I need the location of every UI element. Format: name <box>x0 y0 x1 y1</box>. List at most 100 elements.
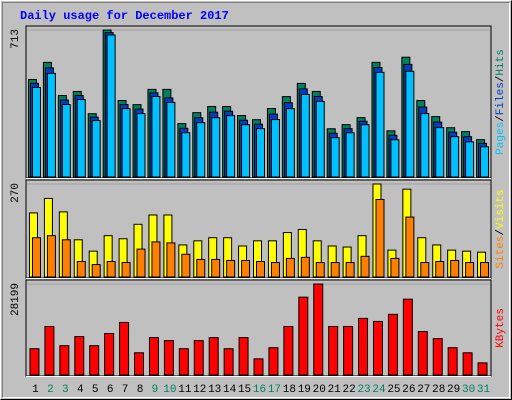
bar <box>226 115 236 178</box>
bar <box>420 113 430 178</box>
bar <box>196 122 206 178</box>
x-tick-label: 28 <box>432 384 445 396</box>
bar <box>300 93 310 178</box>
bar <box>211 117 221 178</box>
x-tick-label: 16 <box>253 384 266 396</box>
bar <box>402 298 413 376</box>
bar <box>328 325 339 376</box>
x-tick-label: 31 <box>477 384 491 396</box>
bar <box>465 141 475 178</box>
x-tick-label: 17 <box>268 384 281 396</box>
x-tick-label: 26 <box>402 384 415 396</box>
bar <box>285 257 295 278</box>
bar <box>151 95 161 178</box>
bar <box>270 119 280 178</box>
x-tick-label: 25 <box>387 384 400 396</box>
bar <box>345 262 355 278</box>
bar <box>106 34 116 178</box>
bar <box>61 239 71 278</box>
bar <box>46 72 56 178</box>
bar <box>285 108 295 178</box>
bar <box>315 100 325 178</box>
x-tick-label: 3 <box>62 384 69 396</box>
x-tick-label: 8 <box>137 384 144 396</box>
bar <box>166 101 176 178</box>
legend: Pages/Files/Hits <box>495 49 507 155</box>
bar <box>270 262 280 278</box>
bar <box>74 336 85 376</box>
x-tick-label: 23 <box>357 384 370 396</box>
bar <box>31 237 41 278</box>
legend-entry: Visits <box>495 189 507 229</box>
x-tick-label: 15 <box>238 384 251 396</box>
legend-separator: / <box>495 229 507 236</box>
bar <box>360 124 370 178</box>
y-tick-label: 28199 <box>10 283 22 316</box>
bar <box>375 71 385 178</box>
bar <box>196 258 206 278</box>
bar <box>387 313 398 376</box>
x-tick-label: 11 <box>178 384 192 396</box>
bar <box>44 325 55 376</box>
legend-separator: / <box>495 115 507 122</box>
bar <box>208 337 219 376</box>
bar <box>360 255 370 278</box>
bar <box>315 262 325 278</box>
bar <box>417 331 428 376</box>
bar <box>119 321 130 376</box>
x-tick-label: 27 <box>417 384 430 396</box>
x-tick-label: 4 <box>77 384 84 396</box>
bar <box>283 325 294 376</box>
bar <box>148 337 159 376</box>
bar <box>151 241 161 278</box>
x-tick-label: 9 <box>152 384 159 396</box>
legend-entry: Pages <box>495 122 507 155</box>
bar <box>211 258 221 278</box>
bar <box>435 127 445 178</box>
bar <box>313 283 324 376</box>
bar <box>121 108 131 178</box>
bar <box>76 99 86 178</box>
bar <box>104 333 115 376</box>
bar <box>181 132 191 178</box>
bar <box>106 261 116 278</box>
bar <box>91 120 101 178</box>
x-tick-label: 30 <box>462 384 475 396</box>
bar <box>241 259 251 278</box>
x-tick-label: 22 <box>343 384 356 396</box>
x-tick-label: 29 <box>447 384 460 396</box>
bar <box>390 257 400 278</box>
x-tick-label: 2 <box>47 384 54 396</box>
bar <box>178 348 189 376</box>
bar <box>477 362 488 376</box>
bar <box>166 242 176 278</box>
bar <box>76 261 86 278</box>
bar <box>480 146 490 178</box>
bar <box>91 264 101 278</box>
x-tick-label: 1 <box>32 384 39 396</box>
legend-entry: Hits <box>495 49 507 75</box>
bar <box>268 347 279 376</box>
y-tick-label: 270 <box>10 183 22 203</box>
bar <box>163 340 174 376</box>
bar <box>256 128 265 178</box>
x-tick-label: 6 <box>107 384 114 396</box>
bar <box>462 352 473 376</box>
bar <box>298 296 309 376</box>
bar <box>375 199 385 278</box>
bar <box>193 340 204 376</box>
bar <box>390 139 400 178</box>
bar <box>238 337 249 376</box>
x-tick-label: 21 <box>328 384 342 396</box>
bar <box>372 320 383 376</box>
bar <box>226 259 236 278</box>
bar <box>29 348 40 376</box>
bar <box>330 262 340 278</box>
x-tick-label: 5 <box>92 384 99 396</box>
bar <box>136 113 146 178</box>
x-tick-label: 20 <box>313 384 326 396</box>
bar <box>343 325 354 376</box>
